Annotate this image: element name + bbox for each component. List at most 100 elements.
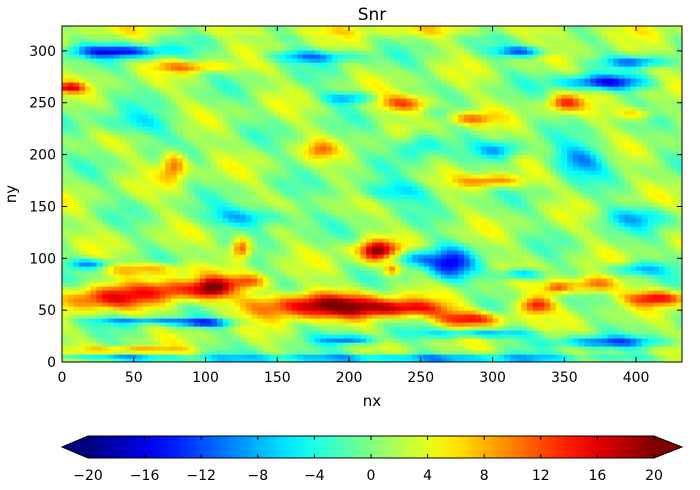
heatmap-cell: [188, 358, 195, 362]
heatmap-cell: [62, 242, 69, 247]
heatmap-cell: [205, 298, 212, 303]
heatmap-cell: [159, 218, 166, 223]
heatmap-cell: [314, 222, 321, 227]
heatmap-cell: [211, 214, 218, 219]
heatmap-cell: [90, 306, 98, 311]
heatmap-cell: [96, 322, 103, 327]
heatmap-cell: [555, 262, 563, 267]
heatmap-cell: [280, 178, 287, 183]
heatmap-cell: [102, 258, 109, 263]
heatmap-cell: [148, 242, 155, 247]
heatmap-cell: [182, 294, 189, 299]
heatmap-cell: [572, 346, 580, 351]
heatmap-cell: [303, 266, 310, 271]
heatmap-cell: [618, 334, 626, 339]
heatmap-cell: [607, 322, 614, 327]
heatmap-cell: [217, 282, 224, 287]
heatmap-cell: [435, 322, 442, 327]
heatmap-cell: [446, 286, 453, 291]
heatmap-cell: [372, 338, 379, 343]
heatmap-cell: [360, 194, 367, 199]
heatmap-cell: [440, 302, 448, 307]
heatmap-cell: [555, 186, 563, 191]
heatmap-cell: [142, 354, 149, 359]
heatmap-cell: [171, 342, 178, 347]
heatmap-cell: [148, 230, 155, 235]
heatmap-cell: [308, 330, 316, 335]
heatmap-cell: [130, 210, 138, 215]
heatmap-cell: [239, 350, 247, 355]
heatmap-cell: [647, 330, 654, 335]
heatmap-cell: [194, 286, 201, 291]
heatmap-cell: [452, 226, 459, 231]
heatmap-cell: [268, 250, 276, 255]
heatmap-cell: [613, 338, 620, 343]
heatmap-cell: [119, 326, 126, 331]
heatmap-cell: [521, 278, 528, 283]
heatmap-cell: [389, 250, 396, 255]
heatmap-cell: [406, 258, 413, 263]
heatmap-cell: [125, 354, 132, 359]
heatmap-cell: [664, 302, 672, 307]
heatmap-cell: [234, 230, 241, 235]
heatmap-cell: [412, 350, 419, 355]
heatmap-cell: [412, 342, 419, 347]
heatmap-cell: [366, 210, 373, 215]
heatmap-cell: [320, 226, 327, 231]
heatmap-cell: [584, 254, 591, 259]
heatmap-cell: [67, 350, 75, 355]
heatmap-cell: [73, 318, 80, 323]
heatmap-cell: [486, 294, 494, 299]
heatmap-cell: [394, 186, 402, 191]
heatmap-cell: [320, 202, 327, 207]
heatmap-cell: [320, 270, 327, 275]
heatmap-cell: [412, 358, 419, 362]
heatmap-cell: [417, 338, 425, 343]
heatmap-cell: [452, 198, 459, 203]
heatmap-cell: [394, 274, 402, 279]
heatmap-cell: [676, 274, 682, 279]
heatmap-cell: [130, 346, 138, 351]
heatmap-cell: [664, 242, 672, 247]
heatmap-cell: [544, 218, 551, 223]
heatmap-cell: [79, 210, 86, 215]
heatmap-cell: [670, 238, 677, 243]
heatmap-cell: [79, 254, 86, 259]
heatmap-cell: [165, 242, 172, 247]
heatmap-cell: [268, 270, 276, 275]
heatmap-cell: [205, 182, 212, 187]
heatmap-cell: [486, 206, 494, 211]
heatmap-cell: [406, 190, 413, 195]
heatmap-cell: [308, 294, 316, 299]
heatmap-cell: [659, 322, 666, 327]
heatmap-cell: [515, 198, 522, 203]
heatmap-cell: [194, 178, 201, 183]
heatmap-cell: [647, 222, 654, 227]
heatmap-cell: [659, 290, 666, 295]
heatmap-cell: [239, 230, 247, 235]
heatmap-cell: [578, 194, 586, 199]
heatmap-cell: [515, 214, 522, 219]
heatmap-cell: [601, 238, 608, 243]
heatmap-cell: [354, 290, 362, 295]
heatmap-cell: [389, 350, 396, 355]
heatmap-cell: [176, 298, 184, 303]
heatmap-cell: [205, 174, 212, 179]
heatmap-cell: [659, 218, 666, 223]
heatmap-cell: [664, 270, 672, 275]
heatmap-cell: [326, 182, 333, 187]
heatmap-cell: [498, 242, 505, 247]
heatmap-cell: [377, 342, 385, 347]
heatmap-cell: [159, 354, 166, 359]
heatmap-cell: [613, 214, 620, 219]
heatmap-cell: [194, 182, 201, 187]
heatmap-cell: [107, 294, 115, 299]
heatmap-cell: [62, 210, 69, 215]
heatmap-cell: [647, 354, 654, 359]
heatmap-cell: [521, 294, 528, 299]
heatmap-cell: [538, 274, 545, 279]
heatmap-cell: [601, 266, 608, 271]
heatmap-cell: [659, 198, 666, 203]
heatmap-cell: [504, 242, 511, 247]
heatmap-cell: [492, 210, 499, 215]
